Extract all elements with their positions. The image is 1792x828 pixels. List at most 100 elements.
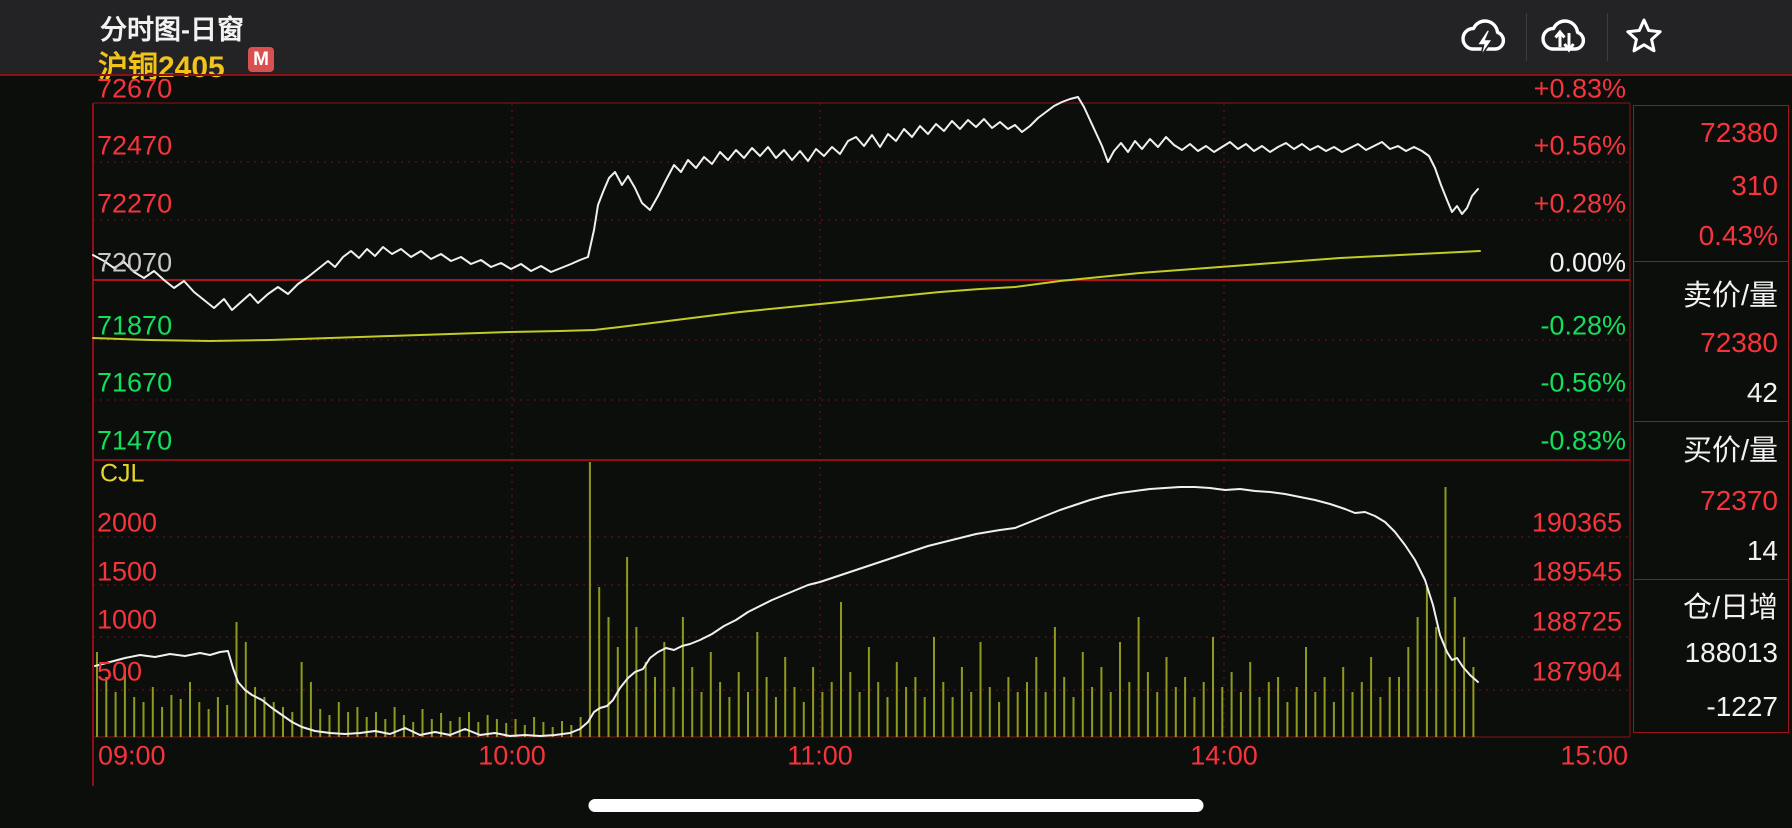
volume-bar <box>1453 597 1456 737</box>
home-indicator[interactable] <box>588 799 1204 812</box>
volume-bar <box>375 712 377 737</box>
volume-bar <box>1342 667 1345 737</box>
volume-bar <box>579 717 582 737</box>
volume-bar <box>254 687 257 737</box>
volume-bar <box>960 667 963 737</box>
volume-bar <box>1305 647 1307 737</box>
volume-bar <box>923 697 926 737</box>
volume-bar <box>1053 627 1056 737</box>
volume-bar <box>542 722 545 737</box>
volume-bar <box>672 687 675 737</box>
volume-bar <box>877 682 880 737</box>
volume-bar <box>1416 617 1419 737</box>
oi-axis-value: 188725 <box>1531 606 1622 637</box>
volume-bar <box>514 719 517 737</box>
time-axis-label: 14:00 <box>1190 740 1258 771</box>
upper-axis-percent: +0.83% <box>1533 73 1626 104</box>
volume-bar <box>700 692 703 737</box>
volume-bar <box>1277 677 1280 737</box>
volume-bar <box>282 707 284 737</box>
volume-bar <box>728 697 731 737</box>
volume-bar <box>161 707 164 737</box>
indicator-name: CJL <box>100 459 145 488</box>
volume-bar <box>793 687 796 737</box>
volume-bar <box>858 692 861 737</box>
volume-bar <box>905 687 908 737</box>
upper-axis-percent: -0.83% <box>1540 425 1626 456</box>
volume-bar <box>226 705 229 737</box>
volume-bar <box>774 697 777 737</box>
ask-volume: 42 <box>1746 377 1778 408</box>
volume-bar <box>1295 687 1298 737</box>
last-price: 72380 <box>1700 117 1778 148</box>
upper-axis-price: 72670 <box>97 73 173 104</box>
volume-bar <box>151 687 154 737</box>
volume-bar <box>747 692 749 737</box>
volume-bar <box>1351 692 1354 737</box>
volume-bar <box>830 682 833 737</box>
volume-bar <box>449 721 452 737</box>
volume-bar <box>1360 682 1363 737</box>
volume-bar <box>849 672 852 737</box>
volume-bar <box>1119 642 1121 737</box>
volume-bar <box>1016 692 1019 737</box>
upper-axis-price: 71470 <box>97 425 173 456</box>
volume-bar <box>654 677 656 737</box>
volume-bar <box>1035 657 1038 737</box>
volume-bar <box>570 725 573 737</box>
upper-axis-percent: -0.28% <box>1540 310 1626 341</box>
volume-bar <box>1314 692 1317 737</box>
oi-axis-value: 189545 <box>1531 556 1622 587</box>
volume-bar <box>663 642 666 737</box>
volume-bar <box>691 667 694 737</box>
volume-bar <box>951 697 954 737</box>
cloud-sync-icon[interactable] <box>1540 13 1588 61</box>
volume-bar <box>1193 697 1196 737</box>
time-axis-label: 15:00 <box>1560 740 1628 771</box>
volume-bar <box>495 719 498 737</box>
cloud-lightning-icon[interactable] <box>1460 13 1508 61</box>
upper-axis-price: 72470 <box>97 130 173 161</box>
volume-bar <box>328 715 331 737</box>
volume-bar <box>365 717 368 737</box>
volume-bar <box>477 722 480 737</box>
volume-bar <box>412 722 415 737</box>
volume-bar <box>765 677 768 737</box>
volume-bar <box>1100 667 1103 737</box>
volume-bar <box>988 687 991 737</box>
volume-bar <box>1472 667 1475 737</box>
open-interest-change: -1227 <box>1706 691 1778 722</box>
upper-axis-price: 71870 <box>97 310 173 341</box>
upper-axis-price: 72070 <box>97 247 173 278</box>
header-divider <box>0 74 1792 76</box>
oi-axis-value: 187904 <box>1531 656 1622 687</box>
volume-bar <box>1137 617 1140 737</box>
volume-bar <box>933 637 935 737</box>
volume-bar <box>1444 487 1447 737</box>
main-contract-badge: M <box>248 47 274 72</box>
volume-bar <box>635 627 638 737</box>
favorite-star-icon[interactable] <box>1620 13 1668 61</box>
volume-bar <box>719 682 722 737</box>
volume-bar <box>468 712 470 737</box>
volume-bar <box>402 715 405 737</box>
volume-bar <box>709 652 712 737</box>
volume-bar <box>588 462 591 737</box>
volume-bar <box>179 699 182 737</box>
volume-bar <box>486 715 489 737</box>
average-price-line <box>92 250 1481 342</box>
volume-bar <box>1026 682 1028 737</box>
volume-bar <box>1398 677 1400 737</box>
volume-bar <box>1425 587 1428 737</box>
panel-divider <box>1634 261 1788 262</box>
volume-bar <box>430 719 433 737</box>
upper-axis-percent: +0.28% <box>1533 188 1626 219</box>
volume-bar <box>170 695 173 737</box>
volume-bar <box>1165 657 1168 737</box>
volume-bar <box>970 692 973 737</box>
toolbar-separator <box>1526 13 1527 61</box>
bid-volume: 14 <box>1746 535 1778 566</box>
ask-label: 卖价/量 <box>1682 280 1778 312</box>
volume-bar <box>1081 652 1084 737</box>
